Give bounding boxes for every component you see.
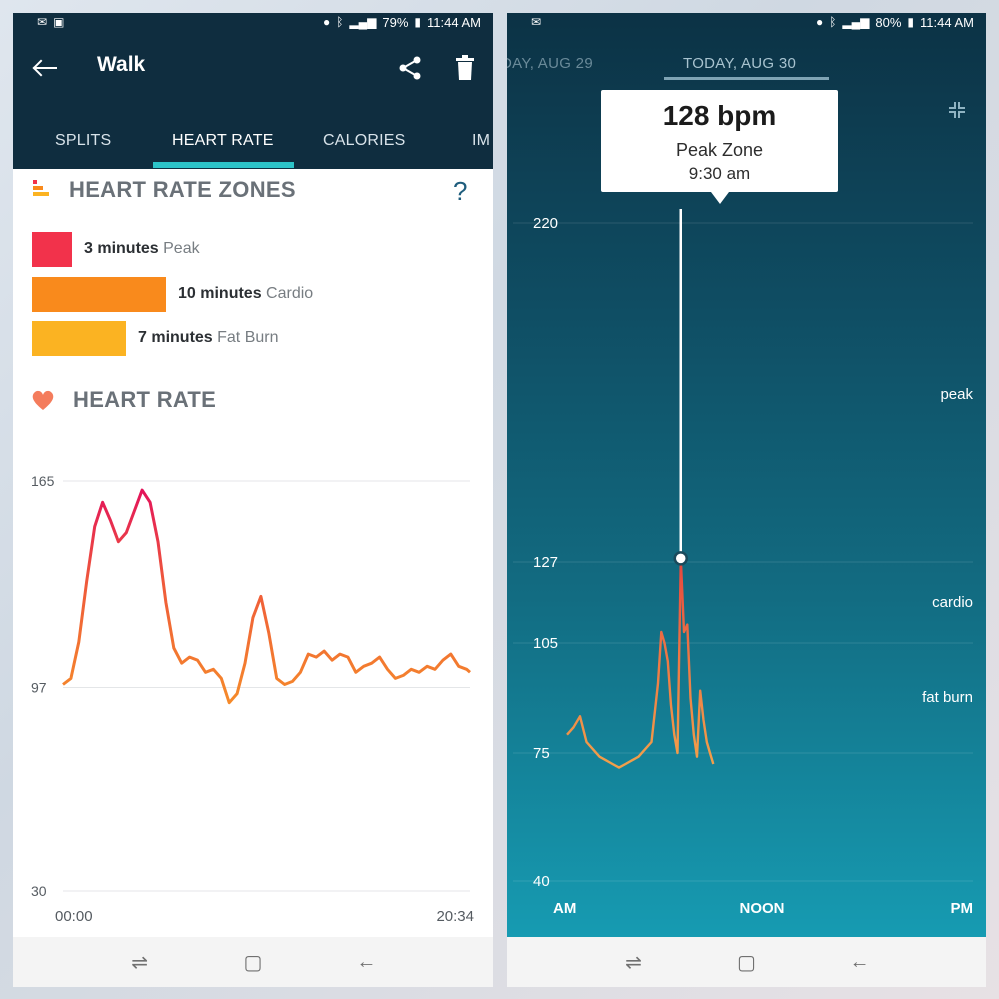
date-tab-indicator [664, 77, 829, 80]
heart-rate-title: HEART RATE [73, 387, 217, 412]
page-title: Walk [97, 53, 146, 76]
heart-rate-line [566, 557, 715, 769]
back-icon[interactable]: ← [356, 950, 377, 973]
tooltip-value: 128 bpm [662, 100, 777, 131]
x-tick-label: NOON [740, 900, 785, 917]
zone-name: Peak [158, 240, 200, 257]
y-tick-label: 220 [533, 215, 558, 232]
heart-rate-line [62, 488, 471, 705]
image-icon: ▣ [53, 15, 65, 29]
zone-bar-fat-burn [32, 321, 126, 356]
heart-rate-chart: 165 97 30 00:00 20:34 [31, 473, 474, 925]
zone-label: 10 minutes Cardio [178, 285, 313, 303]
location-icon: ● [322, 15, 331, 29]
tab-heart-rate[interactable]: HEART RATE [172, 132, 274, 149]
location-icon: ● [815, 15, 824, 29]
back-arrow-icon[interactable] [35, 67, 57, 69]
heart-icon [32, 390, 54, 410]
help-icon[interactable]: ? [453, 176, 468, 206]
zone-label-fat-burn: fat burn [922, 689, 973, 706]
date-tab-prev[interactable]: DAY, AUG 29 [507, 55, 593, 72]
x-tick-label-start: 00:00 [55, 908, 93, 925]
selected-point[interactable] [673, 551, 688, 566]
signal-icon: ▂▄▆ [349, 15, 377, 29]
bluetooth-icon: ᛒ [829, 15, 837, 29]
zone-name: Cardio [261, 285, 314, 302]
y-tick-label: 75 [533, 745, 550, 762]
zone-label-cardio: cardio [932, 594, 973, 611]
home-icon[interactable]: ▢ [243, 951, 263, 974]
clock: 11:44 AM [427, 14, 481, 30]
zone-bar-peak [32, 232, 72, 267]
clock: 11:44 AM [920, 14, 974, 30]
share-icon[interactable] [397, 55, 423, 81]
y-tick-label: 97 [31, 680, 47, 696]
system-nav-bar-right: ⇌ ▢ ← [507, 937, 986, 987]
date-tab-current[interactable]: TODAY, AUG 30 [683, 55, 797, 72]
battery-percent: 79% [382, 14, 409, 30]
zone-label: 7 minutes Fat Burn [138, 329, 279, 347]
tab-im[interactable]: IM [472, 132, 491, 149]
back-icon[interactable]: ← [849, 950, 870, 973]
active-tab-indicator [153, 162, 294, 168]
zone-duration: 3 minutes [84, 240, 159, 257]
battery-percent: 80% [875, 14, 902, 30]
zone-label-peak: peak [940, 386, 973, 403]
x-tick-label: AM [553, 900, 576, 917]
battery-icon: ▮ [907, 15, 915, 29]
recent-apps-icon[interactable]: ⇌ [625, 951, 642, 974]
collapse-icon[interactable] [948, 101, 966, 119]
zones-icon [33, 180, 49, 196]
selected-point-tooltip: 128 bpm Peak Zone 9:30 am [601, 90, 838, 204]
zone-duration: 7 minutes [138, 329, 213, 346]
home-icon[interactable]: ▢ [737, 951, 756, 974]
bluetooth-icon: ᛒ [336, 15, 344, 29]
y-tick-label: 105 [533, 635, 558, 652]
right-screen: ✉ ● ᛒ ▂▄▆ 80% ▮ 11:44 AM DAY, AUG 29 TOD… [507, 13, 986, 987]
recent-apps-icon[interactable]: ⇌ [131, 951, 149, 974]
tab-splits[interactable]: SPLITS [55, 132, 112, 149]
battery-icon: ▮ [414, 15, 422, 29]
y-tick-label: 165 [31, 473, 55, 489]
trash-icon[interactable] [453, 55, 477, 81]
zone-label: 3 minutes Peak [84, 240, 200, 258]
y-tick-label: 40 [533, 873, 550, 890]
app-bar: Walk [13, 31, 493, 113]
y-tick-label: 30 [31, 883, 47, 899]
signal-icon: ▂▄▆ [842, 15, 870, 29]
tooltip-time: 9:30 am [688, 164, 751, 183]
system-nav-bar: ⇌ ▢ ← [13, 937, 493, 987]
x-tick-label: PM [951, 900, 974, 917]
zone-duration: 10 minutes [178, 285, 262, 302]
zone-bar-cardio [32, 277, 166, 312]
x-tick-label-end: 20:34 [436, 908, 474, 925]
tab-bar: SPLITS HEART RATE CALORIES IM [13, 113, 493, 169]
tooltip-zone: Peak Zone [675, 140, 764, 160]
left-screen: ✉ ▣ ● ᛒ ▂▄▆ 79% ▮ 11:44 AM Walk SPLITS H… [13, 13, 493, 987]
zone-name: Fat Burn [212, 329, 279, 346]
status-bar: ✉ ▣ ● ᛒ ▂▄▆ 79% ▮ 11:44 AM [13, 13, 493, 31]
tab-calories[interactable]: CALORIES [323, 132, 406, 149]
y-tick-label: 127 [533, 554, 558, 571]
mail-icon: ✉ [531, 15, 542, 29]
mail-icon: ✉ [37, 15, 48, 29]
zones-title: HEART RATE ZONES [69, 177, 296, 202]
status-bar-right: ✉ ● ᛒ ▂▄▆ 80% ▮ 11:44 AM [507, 13, 986, 31]
